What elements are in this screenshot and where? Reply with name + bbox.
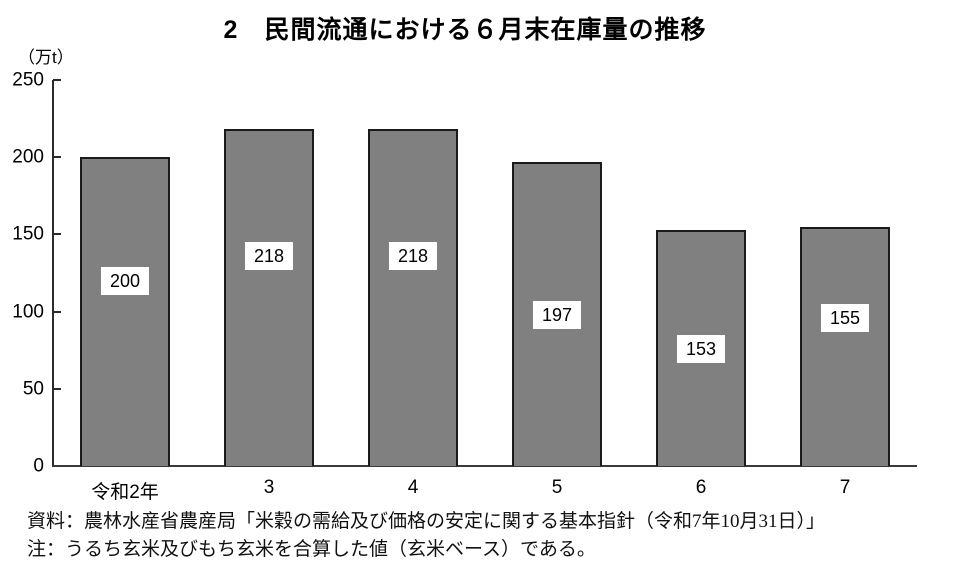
bar-value-label: 200 [100, 266, 150, 295]
bar-7 [800, 226, 890, 466]
y-axis-line [52, 80, 54, 466]
footnotes: 資料：農林水産省農産局「米穀の需給及び価格の安定に関する基本指針（令和7年10月… [27, 508, 825, 564]
method-note: 注：うるち玄米及びもち玄米を合算した値（玄米ベース）である。 [27, 539, 596, 560]
y-tick-mark [53, 156, 61, 159]
y-tick-label: 100 [12, 301, 44, 323]
x-tick-label: 4 [407, 477, 419, 498]
x-tick-label: 5 [551, 477, 563, 498]
y-tick-mark [53, 79, 61, 81]
y-axis-unit-label: （万t） [18, 48, 74, 67]
source-note: 資料：農林水産省農産局「米穀の需給及び価格の安定に関する基本指針（令和7年10月… [27, 511, 826, 532]
chart-title: 2 民間流通における６月末在庫量の推移 [223, 16, 707, 44]
bar-4 [368, 129, 458, 466]
x-tick-label: 6 [695, 477, 707, 498]
y-tick-mark [53, 233, 61, 236]
bar-value-label: 218 [388, 242, 438, 271]
y-tick-mark [53, 310, 61, 313]
y-tick-mark [53, 387, 61, 390]
x-tick-label: 3 [263, 477, 275, 498]
bar-value-label: 155 [820, 303, 870, 332]
x-tick-label: 7 [839, 477, 851, 498]
bar-value-label: 197 [532, 300, 582, 329]
y-tick-label: 150 [12, 223, 44, 245]
y-tick-label: 250 [12, 69, 44, 91]
bar-value-label: 218 [244, 242, 294, 271]
y-tick-label: 200 [12, 146, 44, 168]
y-tick-label: 50 [22, 378, 44, 400]
x-tick-label: 令和2年 [91, 482, 159, 503]
bar-3 [224, 129, 314, 466]
bar-令和2年 [80, 157, 170, 466]
bar-value-label: 153 [676, 334, 726, 363]
x-axis-line [52, 465, 917, 467]
plot-area: 0 50 100 150 200 250 200 218 218 197 153 155 令和2年 3… [12, 71, 917, 503]
y-tick-label: 0 [33, 455, 44, 477]
